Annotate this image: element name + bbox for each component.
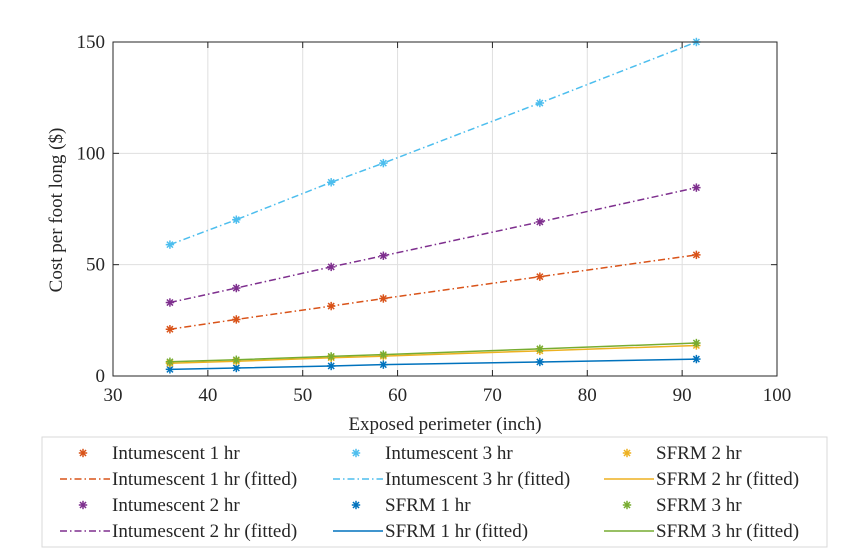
data-point — [165, 240, 175, 249]
x-tick-label: 60 — [388, 385, 407, 406]
legend-label: SFRM 3 hr — [656, 495, 742, 516]
legend-label: SFRM 2 hr — [656, 443, 742, 464]
x-tick-label: 100 — [763, 385, 792, 406]
legend-label: Intumescent 1 hr — [112, 443, 240, 464]
legend-label: SFRM 1 hr — [385, 495, 471, 516]
y-tick-label: 0 — [96, 366, 106, 387]
series-0 — [165, 250, 701, 334]
data-point — [326, 301, 336, 311]
series-2 — [165, 37, 701, 249]
legend-box — [41, 436, 828, 548]
data-point — [692, 338, 701, 348]
y-tick-label: 100 — [77, 143, 106, 164]
legend-marker — [78, 500, 88, 510]
x-tick-label: 70 — [483, 385, 502, 406]
data-point — [326, 361, 336, 371]
y-tick-label: 50 — [86, 255, 105, 276]
data-point — [165, 325, 175, 334]
data-point — [535, 344, 545, 354]
data-point — [326, 352, 336, 361]
legend-marker — [78, 448, 88, 458]
legend-marker — [351, 448, 361, 458]
legend-marker — [351, 500, 361, 510]
data-point — [232, 315, 241, 324]
legend-label-fitted: SFRM 2 hr (fitted) — [656, 469, 799, 490]
legend-marker — [622, 448, 632, 458]
data-point — [535, 272, 545, 281]
fitted-line — [169, 186, 697, 304]
x-axis-label: Exposed perimeter (inch) — [348, 414, 541, 435]
legend-label-fitted: Intumescent 3 hr (fitted) — [385, 469, 570, 490]
data-point — [535, 357, 545, 367]
axes-box — [112, 41, 778, 377]
grid — [113, 42, 777, 376]
legend: Intumescent 1 hr Intumescent 1 hr (fitted… — [41, 436, 828, 548]
x-tick-label: 80 — [578, 385, 597, 406]
data-point — [232, 283, 241, 293]
legend-label-fitted: Intumescent 2 hr (fitted) — [112, 521, 297, 542]
y-tick-label: 150 — [77, 32, 106, 53]
legend-marker — [622, 500, 632, 510]
data-point — [326, 178, 336, 187]
x-tick-label: 90 — [673, 385, 692, 406]
legend-label: Intumescent 2 hr — [112, 495, 240, 516]
x-tick-label: 50 — [293, 385, 312, 406]
data-point — [379, 251, 388, 260]
data-point — [379, 350, 388, 359]
data-point — [535, 98, 545, 108]
fitted-line — [169, 342, 697, 363]
x-tick-label: 30 — [104, 385, 123, 406]
data-point — [165, 357, 175, 366]
data-point — [692, 250, 701, 260]
legend-label-fitted: SFRM 1 hr (fitted) — [385, 521, 528, 542]
y-axis-label: Cost per foot long ($) — [46, 128, 67, 293]
x-tick-label: 40 — [198, 385, 217, 406]
data-point — [535, 217, 545, 227]
data-point — [232, 355, 241, 364]
series-3 — [165, 354, 701, 374]
data-point — [379, 360, 388, 369]
data-point — [379, 294, 388, 303]
fitted-line — [169, 254, 697, 330]
legend-label: Intumescent 3 hr — [385, 443, 513, 464]
series-layer — [165, 37, 701, 374]
data-point — [232, 215, 241, 224]
legend-label-fitted: SFRM 3 hr (fitted) — [656, 521, 799, 542]
series-5 — [165, 338, 701, 366]
fitted-line — [169, 358, 697, 371]
data-point — [379, 158, 388, 168]
fitted-line — [169, 41, 697, 246]
data-point — [692, 354, 701, 364]
data-point — [165, 298, 175, 307]
fitted-line — [169, 344, 697, 365]
x-ticks: 30 40 50 60 70 80 90 100 — [104, 42, 792, 406]
data-point — [326, 262, 336, 272]
legend-label-fitted: Intumescent 1 hr (fitted) — [112, 469, 297, 490]
y-ticks: 0 50 100 150 — [77, 32, 777, 387]
series-1 — [165, 183, 701, 307]
data-point — [692, 183, 701, 192]
